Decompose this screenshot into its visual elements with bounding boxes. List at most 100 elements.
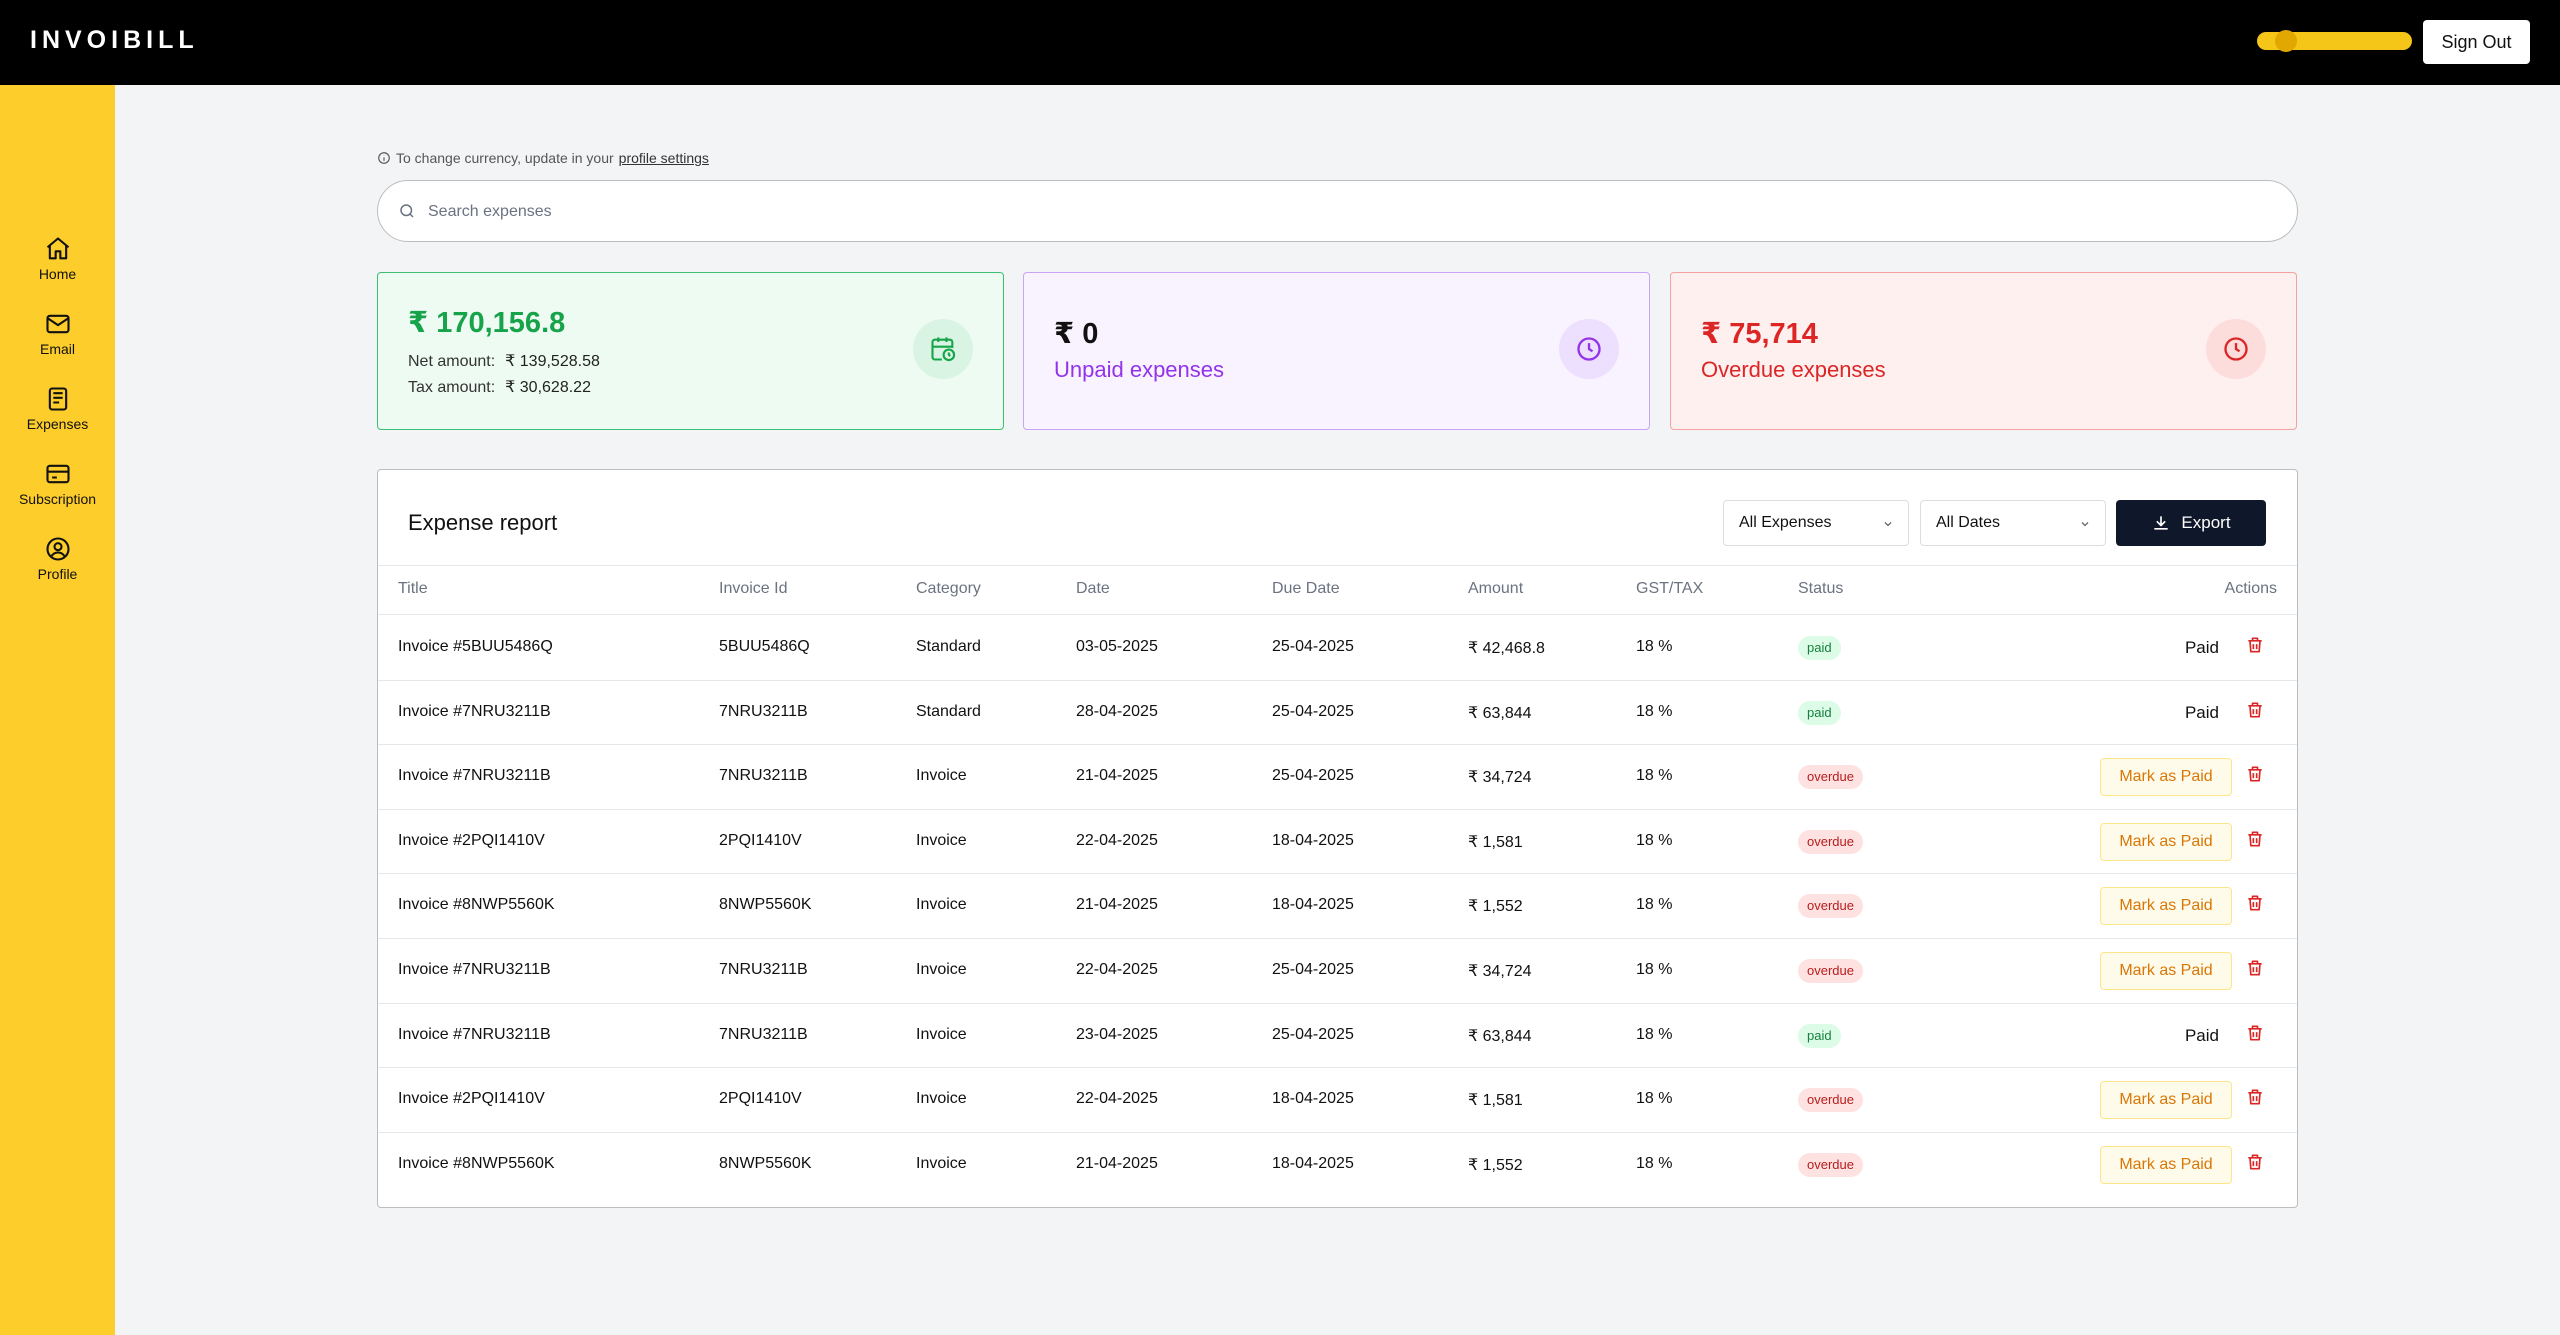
tax-amount-row: Tax amount: ₹ 30,628.22	[408, 377, 591, 397]
overdue-label: Overdue expenses	[1701, 357, 1886, 382]
total-amount: ₹ 170,156.8	[408, 307, 566, 339]
trash-icon[interactable]	[2245, 829, 2265, 854]
trash-icon[interactable]	[2245, 700, 2265, 725]
gst-tax: 18 %	[1636, 767, 1673, 785]
column-header: Actions	[2224, 580, 2277, 597]
column-header[interactable]: Due Date	[1272, 580, 1340, 597]
sidebar-item-label: Profile	[37, 566, 78, 582]
trash-icon[interactable]	[2245, 764, 2265, 789]
expense-filter-value: All Expenses	[1739, 514, 1832, 531]
sidebar-item-home[interactable]: Home	[0, 235, 115, 295]
mark-as-paid-button[interactable]: Mark as Paid	[2100, 1145, 2232, 1184]
net-amount-value: ₹ 139,528.58	[505, 353, 600, 370]
brand-logo[interactable]: INVOIBILL	[30, 26, 199, 54]
amount: ₹ 1,581	[1468, 833, 1523, 851]
mark-as-paid-button[interactable]: Mark as Paid	[2100, 1081, 2232, 1120]
column-header[interactable]: Title	[398, 580, 428, 597]
mark-as-paid-button[interactable]: Mark as Paid	[2100, 952, 2232, 990]
due-date: 18-04-2025	[1272, 1090, 1354, 1108]
table-row: Invoice #7NRU3211B 7NRU3211B Invoice 21-04-…	[378, 745, 2297, 810]
amount: ₹ 42,468.8	[1468, 640, 1545, 657]
unpaid-label: Unpaid expenses	[1054, 357, 1225, 382]
overdue-expenses-card: ₹ 75,714 Overdue expenses	[1670, 272, 2297, 430]
invoice-id: 2PQI1410V	[719, 831, 802, 849]
mark-as-paid-button[interactable]: Mark as Paid	[2100, 822, 2232, 861]
status-badge: overdue	[1798, 765, 1863, 790]
theme-toggle[interactable]	[2257, 30, 2412, 52]
invoice-id: 8NWP5560K	[719, 896, 812, 914]
trash-icon[interactable]	[2245, 958, 2265, 983]
gst-tax: 18 %	[1636, 638, 1673, 655]
search-icon	[400, 204, 414, 218]
table-header: Title Invoice Id Category Date Due Date …	[378, 565, 2297, 615]
amount: ₹ 34,724	[1468, 963, 1532, 980]
amount: ₹ 63,844	[1468, 1027, 1532, 1045]
column-header[interactable]: Amount	[1468, 580, 1524, 597]
due-date: 18-04-2025	[1272, 1154, 1354, 1172]
sidebar-item-email[interactable]: Email	[0, 310, 115, 370]
date-filter-select[interactable]: All Dates	[1920, 500, 2106, 546]
status-badge: paid	[1798, 700, 1841, 725]
date: 28-04-2025	[1076, 702, 1158, 720]
sidebar-item-profile[interactable]: Profile	[0, 535, 115, 595]
overdue-amount: ₹ 75,714	[1701, 318, 1818, 350]
table-row: Invoice #5BUU5486Q 5BUU5486Q Standard 03-05…	[378, 616, 2297, 681]
profile-settings-link[interactable]: profile settings	[618, 150, 709, 166]
due-date: 25-04-2025	[1272, 638, 1354, 655]
sidebar-item-expenses[interactable]: Expenses	[0, 385, 115, 445]
trash-icon[interactable]	[2245, 635, 2265, 660]
column-header[interactable]: GST/TAX	[1636, 580, 1704, 597]
category: Standard	[916, 638, 981, 655]
gst-tax: 18 %	[1636, 1090, 1673, 1108]
sidebar-item-label: Expenses	[26, 416, 89, 432]
credit-card-icon	[45, 464, 70, 484]
row-title: Invoice #7NRU3211B	[398, 961, 551, 978]
status-badge: overdue	[1798, 894, 1863, 919]
total-expenses-card: ₹ 170,156.8 Net amount: ₹ 139,528.58 Tax …	[377, 272, 1004, 430]
date: 21-04-2025	[1076, 896, 1158, 914]
chevron-down-icon	[1884, 522, 1892, 527]
trash-icon[interactable]	[2245, 1152, 2265, 1177]
status-badge: overdue	[1798, 1152, 1863, 1177]
table-row: Invoice #7NRU3211B 7NRU3211B Standard 28-04…	[378, 681, 2297, 746]
trash-icon[interactable]	[2245, 1087, 2265, 1112]
invoice-id: 7NRU3211B	[719, 1025, 808, 1043]
top-bar: INVOIBILL Sign Out	[0, 0, 2560, 85]
sidebar-item-label: Email	[39, 341, 75, 357]
trash-icon[interactable]	[2245, 893, 2265, 918]
gst-tax: 18 %	[1636, 702, 1673, 720]
export-button[interactable]: Export	[2116, 500, 2266, 546]
due-date: 25-04-2025	[1272, 961, 1354, 978]
sign-out-button[interactable]: Sign Out	[2423, 20, 2530, 64]
invoice-id: 7NRU3211B	[719, 767, 808, 785]
unpaid-expenses-card: ₹ 0 Unpaid expenses	[1023, 272, 1650, 430]
home-icon	[46, 237, 69, 260]
net-amount-row: Net amount: ₹ 139,528.58	[408, 351, 600, 371]
gst-tax: 18 %	[1636, 1025, 1673, 1043]
due-date: 25-04-2025	[1272, 767, 1354, 785]
row-title: Invoice #2PQI1410V	[398, 831, 545, 849]
search-input[interactable]	[428, 197, 2228, 227]
sidebar-item-subscription[interactable]: Subscription	[0, 460, 115, 520]
theme-toggle-knob[interactable]	[2275, 30, 2297, 52]
mark-as-paid-button[interactable]: Mark as Paid	[2100, 758, 2232, 797]
table-row: Invoice #7NRU3211B 7NRU3211B Invoice 23-04-…	[378, 1004, 2297, 1069]
expense-filter-select[interactable]: All Expenses	[1723, 500, 1909, 546]
column-header[interactable]: Date	[1076, 580, 1110, 597]
column-header[interactable]: Status	[1798, 580, 1844, 597]
status-badge: overdue	[1798, 959, 1863, 983]
status-badge: overdue	[1798, 1088, 1863, 1113]
column-header[interactable]: Category	[916, 580, 981, 597]
amount: ₹ 34,724	[1468, 769, 1532, 787]
mark-as-paid-button[interactable]: Mark as Paid	[2100, 887, 2232, 926]
date: 22-04-2025	[1076, 961, 1158, 978]
table-row: Invoice #8NWP5560K 8NWP5560K Invoice 21-04-…	[378, 874, 2297, 939]
status-badge: paid	[1798, 1023, 1841, 1048]
column-header[interactable]: Invoice Id	[719, 580, 788, 597]
status-badge: paid	[1798, 636, 1841, 660]
trash-icon[interactable]	[2245, 1023, 2265, 1048]
invoice-id: 7NRU3211B	[719, 702, 808, 720]
due-date: 25-04-2025	[1272, 702, 1354, 720]
export-label: Export	[2181, 513, 2231, 532]
mail-icon	[45, 314, 70, 334]
